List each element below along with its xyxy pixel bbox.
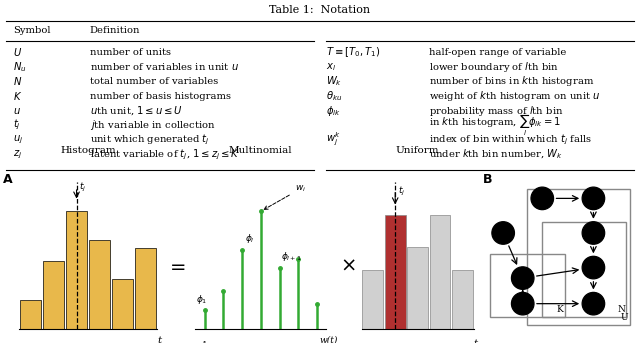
Text: $t$: $t$ [590,298,596,310]
Circle shape [511,292,534,315]
Text: $z_j$: $z_j$ [13,148,22,161]
Text: Symbol: Symbol [13,26,51,35]
Text: U: U [620,313,628,322]
Bar [112,279,133,329]
Text: A: A [3,173,13,186]
Text: Uniform: Uniform [396,146,439,155]
Text: $T_1$: $T_1$ [152,341,162,343]
Text: $T_0 = x_1$: $T_0 = x_1$ [4,341,34,343]
Text: $W$: $W$ [516,298,529,310]
Text: B: B [483,173,493,186]
Text: weight of $k$th histogram on unit $u$: weight of $k$th histogram on unit $u$ [429,89,600,103]
Text: latent variable of $t_j$, $1 \leq z_j \leq K$: latent variable of $t_j$, $1 \leq z_j \l… [90,147,239,162]
Text: unit which generated $t_j$: unit which generated $t_j$ [90,133,209,147]
Text: $\phi$: $\phi$ [518,271,527,285]
Text: $x_i$: $x_i$ [61,341,70,343]
Text: Definition: Definition [90,26,140,35]
Text: t: t [474,339,478,343]
Text: $W_k$: $W_k$ [326,74,342,88]
Text: $N$: $N$ [13,75,22,87]
Text: $j$th variable in collection: $j$th variable in collection [90,118,215,132]
Text: $l$: $l$ [259,341,263,343]
Text: $w$: $w$ [588,263,598,273]
Text: $w_i$: $w_i$ [264,184,306,209]
Text: lower boundary of $l$th bin: lower boundary of $l$th bin [429,60,559,74]
Text: index of bin within which $t_j$ falls: index of bin within which $t_j$ falls [429,133,592,147]
Text: $\alpha$: $\alpha$ [538,193,547,203]
Text: $t_j$: $t_j$ [398,185,405,198]
Text: under $k$th bin number, $W_k$: under $k$th bin number, $W_k$ [429,147,563,161]
Text: w(t): w(t) [319,336,337,343]
Text: $\phi_{lk}$: $\phi_{lk}$ [326,104,341,118]
Text: in $k$th histogram, $\sum_l \phi_{lk} = 1$: in $k$th histogram, $\sum_l \phi_{lk} = … [429,113,561,138]
Text: $\beta$: $\beta$ [499,226,507,240]
Text: $=$: $=$ [166,257,186,275]
Text: number of units: number of units [90,48,171,57]
Text: $N_u$: $N_u$ [13,60,26,74]
Text: $\phi_1$: $\phi_1$ [196,293,207,306]
Text: half-open range of variable: half-open range of variable [429,48,566,57]
Bar [89,240,110,329]
Bar [490,254,565,317]
Circle shape [492,222,515,244]
Text: $\theta$: $\theta$ [589,192,597,204]
Text: 1: 1 [202,341,207,343]
Text: $\phi_l$: $\phi_l$ [244,232,254,245]
Text: probability mass of $l$th bin: probability mass of $l$th bin [429,104,563,118]
Bar [66,211,87,329]
Text: t: t [157,336,161,343]
Circle shape [582,187,605,210]
Text: total number of variables: total number of variables [90,77,218,86]
Text: number of variables in unit $u$: number of variables in unit $u$ [90,61,239,72]
Bar [20,300,41,329]
Text: K: K [556,305,563,314]
Text: number of basis histograms: number of basis histograms [90,92,230,100]
Text: $\phi_{l+1}$: $\phi_{l+1}$ [282,250,302,263]
Text: $t_j$: $t_j$ [79,180,86,193]
Text: $x_{i+1}$: $x_{i+1}$ [79,341,97,343]
Text: $z$: $z$ [589,228,597,238]
Bar [429,215,451,329]
Circle shape [582,222,605,244]
Bar [135,248,156,329]
Circle shape [531,187,554,210]
Bar [452,270,473,329]
Text: Multinomial: Multinomial [229,146,292,155]
Bar [527,189,630,325]
Circle shape [511,267,534,289]
Circle shape [582,292,605,315]
Text: $l$+1: $l$+1 [271,341,288,343]
Bar [43,261,64,329]
Text: $t_j$: $t_j$ [13,118,20,132]
Text: N: N [617,305,625,314]
Text: $K$: $K$ [13,90,22,102]
Text: Histogram: Histogram [60,146,116,155]
Text: Table 1:  Notation: Table 1: Notation [269,5,371,15]
Text: $w_j^k$: $w_j^k$ [326,131,341,149]
Text: $x_l$: $x_l$ [326,61,337,73]
Bar [542,223,627,317]
Text: $u$: $u$ [13,106,20,116]
Text: $T \equiv [T_0, T_1)$: $T \equiv [T_0, T_1)$ [326,45,381,59]
Text: $\theta_{ku}$: $\theta_{ku}$ [326,89,342,103]
Text: $\times$: $\times$ [340,257,355,275]
Bar [385,215,406,329]
Text: number of bins in $k$th histogram: number of bins in $k$th histogram [429,74,594,88]
Bar [362,270,383,329]
Bar [407,247,428,329]
Text: $u$th unit, $1 \leq u \leq U$: $u$th unit, $1 \leq u \leq U$ [90,104,182,117]
Text: $u_j$: $u_j$ [13,133,23,146]
Text: $U$: $U$ [13,46,22,58]
Circle shape [582,256,605,279]
